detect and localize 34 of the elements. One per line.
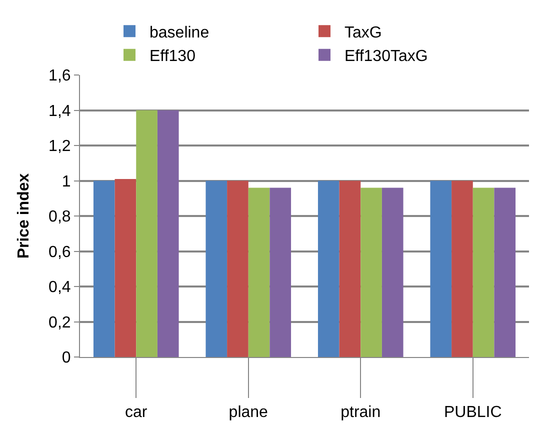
bar: [472, 188, 494, 357]
y-tick-label: 0,6: [48, 244, 71, 261]
y-tick-label: 0: [62, 350, 71, 367]
legend-label: Eff130TaxG: [344, 48, 428, 66]
bar: [430, 180, 452, 357]
legend-label: TaxG: [344, 24, 382, 42]
x-tick-label: ptrain: [340, 404, 381, 422]
y-tick-label: 1: [62, 173, 71, 190]
bar: [339, 180, 361, 357]
y-tick-label: 1,4: [48, 102, 71, 120]
legend-label: baseline: [150, 24, 210, 42]
bar: [206, 180, 228, 357]
bar: [248, 188, 270, 357]
y-tick-label: 1,6: [48, 68, 71, 85]
bar: [157, 110, 179, 357]
bar: [227, 180, 248, 357]
bar: [114, 178, 136, 357]
bar: [452, 180, 473, 357]
y-axis-title: Price index: [15, 173, 32, 259]
bar: [270, 188, 292, 357]
bar: [318, 180, 340, 357]
y-tick-label: 0,4: [48, 279, 71, 296]
bar: [93, 180, 115, 357]
x-tick-label: plane: [228, 404, 268, 422]
x-tick-label: PUBLIC: [444, 404, 502, 422]
bar: [360, 188, 382, 357]
x-tick-label: car: [125, 404, 148, 422]
y-tick-label: 1,2: [48, 138, 71, 156]
bar: [136, 110, 158, 357]
bar: [382, 188, 404, 357]
y-tick-label: 0,2: [48, 314, 71, 332]
bar: [494, 188, 516, 357]
y-tick-label: 0,8: [48, 208, 71, 226]
legend-label: Eff130: [150, 48, 196, 66]
